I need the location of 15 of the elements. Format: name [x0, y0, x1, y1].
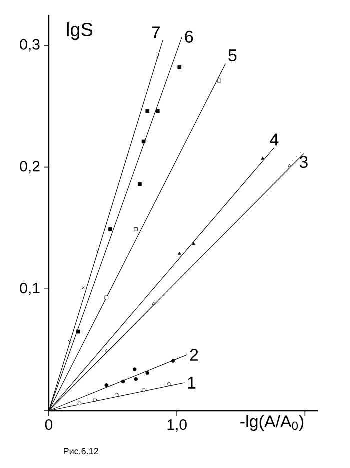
- x-tick-label: 1,0: [168, 420, 187, 432]
- x-axis-title: -lg(A/A$_{0}$): [240, 415, 304, 432]
- x-tick-label: 0: [45, 420, 53, 430]
- series-label: 1: [188, 377, 196, 389]
- y-tick-label: 0,1: [20, 282, 40, 296]
- y-axis-title: lgS: [67, 22, 93, 40]
- series-label: 7: [152, 26, 160, 38]
- series-label: 5: [228, 50, 237, 62]
- series-label: 2: [190, 349, 198, 361]
- series-label: 6: [185, 30, 194, 43]
- y-tick-label: 0,3: [20, 39, 40, 52]
- series-label: 3: [300, 156, 308, 168]
- y-tick-label: 0,2: [20, 161, 40, 174]
- text: Рис.6.12: [64, 448, 98, 455]
- series-label: 4: [270, 134, 279, 146]
